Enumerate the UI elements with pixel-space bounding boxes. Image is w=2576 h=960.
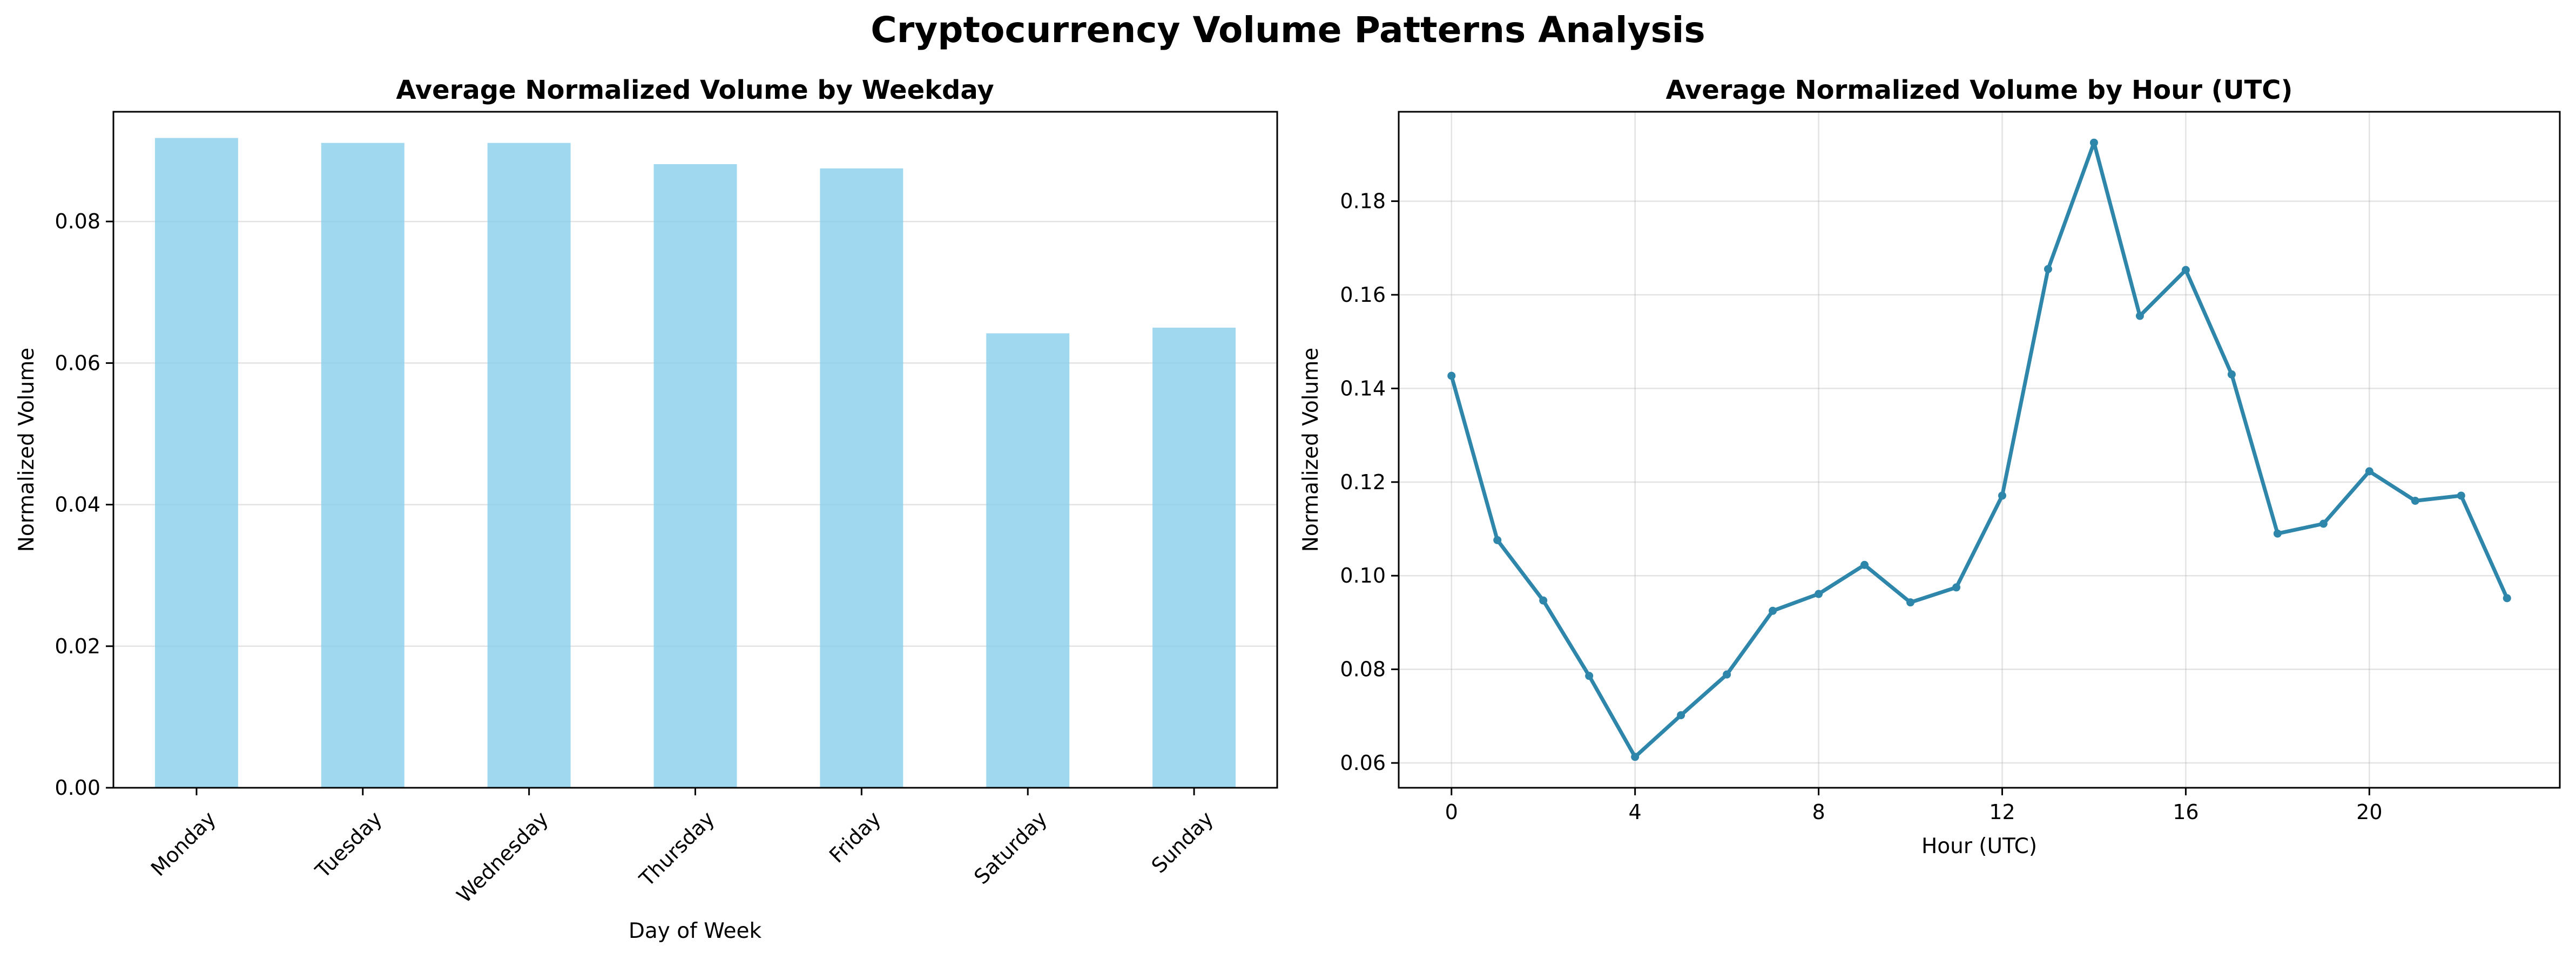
hourly-x-axis-label: Hour (UTC) — [1921, 834, 2037, 858]
hourly-data-point — [2227, 370, 2236, 378]
hourly-data-point — [1539, 596, 1548, 605]
hourly-x-tick-label: 20 — [2356, 800, 2382, 824]
weekday-bar — [820, 168, 903, 788]
hourly-data-point — [1631, 753, 1640, 761]
hourly-data-point — [1677, 711, 1685, 720]
hourly-series — [1447, 138, 2511, 761]
hourly-data-point — [1815, 590, 1823, 598]
hourly-data-point — [1723, 670, 1731, 679]
hourly-data-point — [1906, 598, 1915, 607]
hourly-data-point — [1769, 606, 1777, 615]
hourly-y-tick-label: 0.06 — [1340, 751, 1386, 775]
weekday-y-tick-label: 0.00 — [55, 776, 100, 800]
weekday-bar-chart: 0.000.020.040.060.08 Monday Tuesday Wednes… — [15, 75, 1278, 943]
hourly-y-tick-label: 0.08 — [1340, 658, 1386, 681]
hourly-y-tick-label: 0.18 — [1340, 190, 1386, 213]
hourly-data-point — [2319, 519, 2328, 528]
hourly-data-point — [1952, 583, 1961, 592]
hourly-data-point — [1585, 672, 1594, 680]
weekday-bar — [1152, 327, 1236, 788]
hourly-y-tick-label: 0.16 — [1340, 283, 1386, 307]
hourly-x-tick-label: 4 — [1629, 800, 1642, 824]
weekday-bar — [487, 143, 571, 788]
hourly-chart-title: Average Normalized Volume by Hour (UTC) — [1666, 75, 2293, 105]
hourly-y-tick-label: 0.14 — [1340, 376, 1386, 400]
hourly-x-ticks: 0 4 8 12 16 20 — [1445, 788, 2383, 824]
weekday-bars — [154, 138, 1236, 788]
hourly-data-point — [2135, 312, 2144, 320]
hourly-data-point — [1493, 536, 1502, 544]
weekday-y-tick-label: 0.02 — [55, 634, 100, 658]
hourly-x-tick-label: 0 — [1445, 800, 1458, 824]
hourly-volume-line — [1449, 140, 2509, 759]
hourly-data-point — [2089, 138, 2098, 147]
hourly-data-point — [2044, 265, 2052, 273]
weekday-bar — [986, 333, 1070, 788]
hourly-data-point — [1998, 491, 2006, 500]
hourly-data-point — [2273, 529, 2282, 538]
weekday-bar — [321, 143, 404, 788]
hourly-y-tick-label: 0.12 — [1340, 470, 1386, 494]
hourly-x-tick-label: 16 — [2173, 800, 2199, 824]
hourly-data-point — [2365, 467, 2373, 476]
hourly-data-point — [2503, 594, 2511, 603]
weekday-y-tick-label: 0.08 — [55, 209, 100, 233]
hourly-line-chart: 0.06 0.08 0.10 0.12 0.14 0.16 0.18 0 4 8 12 16 20 A… — [1299, 75, 2561, 858]
hourly-x-tick-label: 8 — [1812, 800, 1825, 824]
hourly-data-point — [2411, 497, 2419, 505]
hourly-data-point — [1447, 371, 1456, 380]
hourly-x-tick-label: 12 — [1989, 800, 2015, 824]
weekday-bar — [653, 164, 737, 788]
weekday-y-tick-label: 0.06 — [55, 351, 100, 375]
hourly-axes-frame — [1398, 111, 2561, 789]
hourly-y-ticks: 0.06 0.08 0.10 0.12 0.14 0.16 0.18 — [1340, 190, 1399, 775]
figure-title: Cryptocurrency Volume Patterns Analysis — [871, 9, 1705, 51]
hourly-data-point — [1860, 560, 1869, 569]
weekday-chart-title: Average Normalized Volume by Weekday — [396, 75, 994, 105]
hourly-data-point — [2457, 491, 2465, 500]
weekday-y-axis-label: Normalized Volume — [15, 348, 39, 552]
hourly-data-point — [2181, 266, 2190, 274]
hourly-y-axis-label: Normalized Volume — [1299, 348, 1323, 552]
weekday-x-axis-label: Day of Week — [629, 919, 762, 943]
hourly-y-tick-label: 0.10 — [1340, 564, 1386, 587]
weekday-bar — [154, 138, 238, 788]
weekday-y-ticks: 0.00 0.02 0.04 0.06 0.08 — [55, 209, 113, 800]
weekday-y-tick-label: 0.04 — [55, 493, 100, 517]
hourly-gridlines — [1399, 112, 2560, 788]
